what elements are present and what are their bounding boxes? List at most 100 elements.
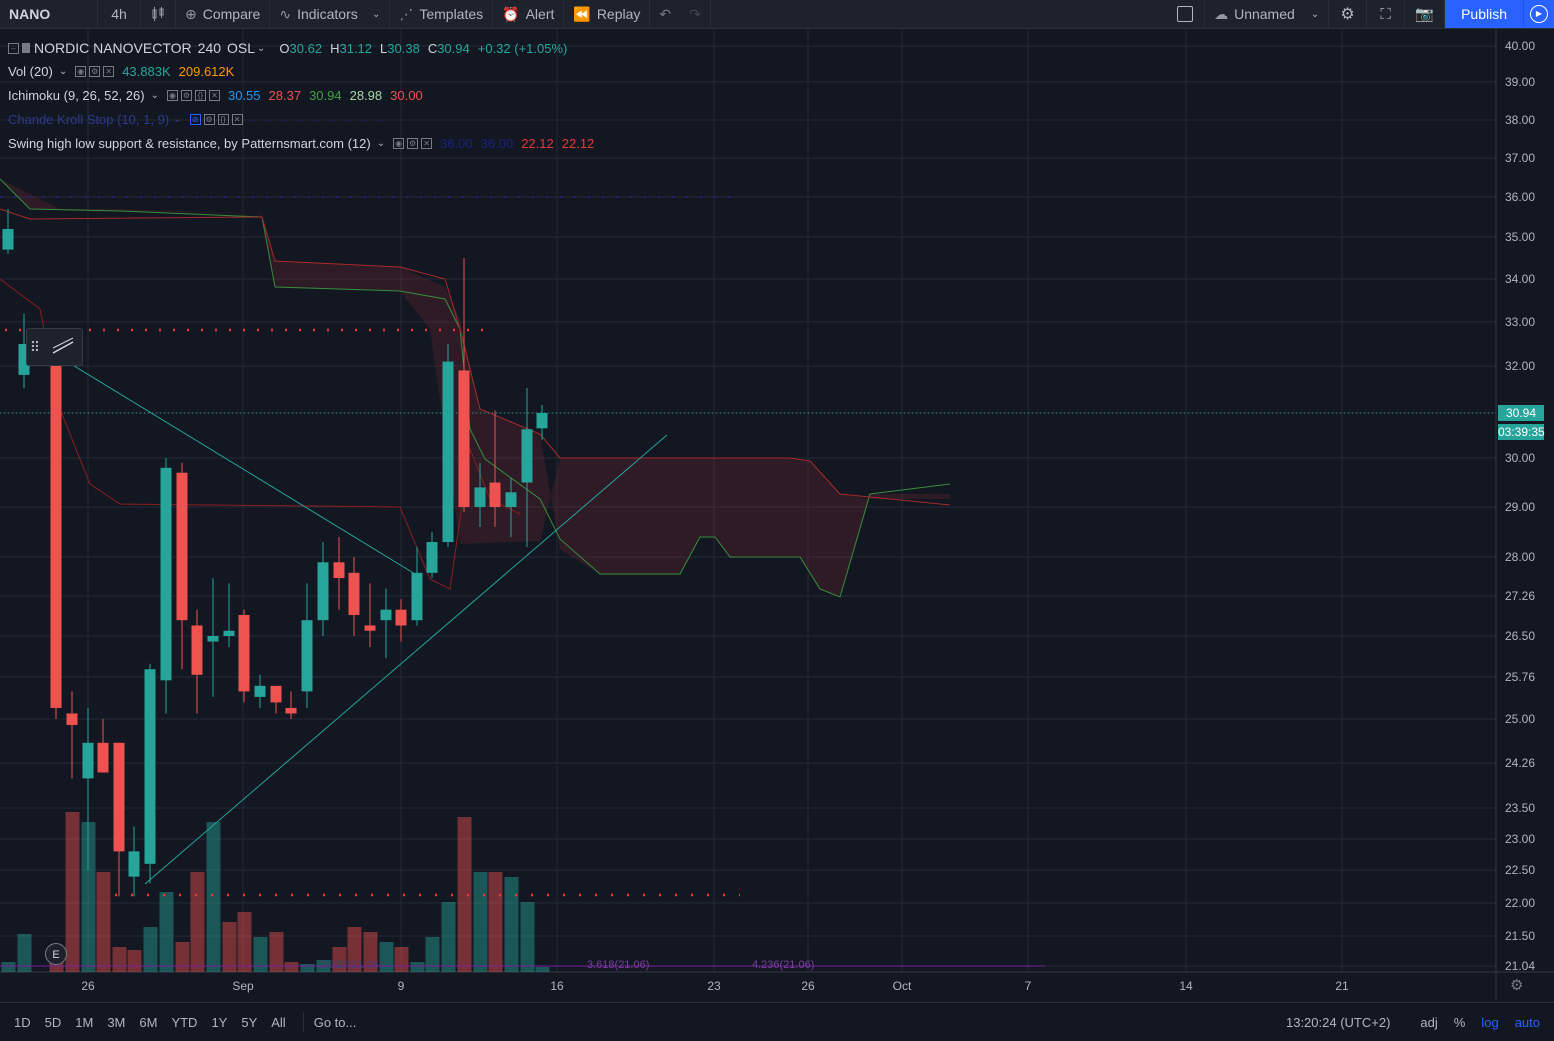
top-toolbar: NANO 4h ⊕ Compare ∿ Indicators ⌄ ⋰ Templates… [0, 0, 1554, 29]
candle-body [66, 713, 78, 725]
volume-ma-value: 209.612K [178, 64, 235, 79]
replay-button[interactable]: ⏪ Replay [564, 0, 651, 28]
play-button[interactable]: ▶ [1523, 0, 1554, 28]
chevron-down-icon[interactable]: ⌄ [376, 138, 386, 149]
floating-drawing-toolbar[interactable]: ⠿ [26, 328, 83, 366]
settings-button[interactable]: ⚙ [1329, 0, 1368, 28]
eye-off-icon[interactable]: ⊘ [189, 114, 201, 125]
candle-body [505, 492, 517, 507]
symbol-search[interactable]: NANO [0, 0, 98, 28]
range-5d[interactable]: 5D [44, 1014, 62, 1030]
range-6m[interactable]: 6M [139, 1014, 158, 1030]
source-code-icon[interactable]: {} [194, 90, 206, 101]
clock[interactable]: 13:20:24 (UTC+2) [1285, 1014, 1391, 1030]
earnings-marker[interactable]: E [45, 943, 67, 965]
volume-bar [222, 922, 237, 972]
layout-toggle-button[interactable] [1165, 0, 1206, 28]
templates-icon: ⋰ [399, 5, 414, 22]
undo-button[interactable]: ↶ [650, 0, 680, 28]
range-1y[interactable]: 1Y [211, 1014, 228, 1030]
swing-value-4: 22.12 [561, 136, 595, 151]
candle-body [97, 742, 109, 773]
alert-button[interactable]: ⏰ Alert [493, 0, 565, 28]
candle-body [458, 370, 470, 507]
price-tick-label: 32.00 [1505, 359, 1535, 373]
candle-body [348, 572, 360, 615]
trendline-up [144, 434, 668, 885]
chevron-down-icon[interactable]: ⌄ [58, 66, 68, 77]
close-icon[interactable]: ✕ [421, 138, 433, 149]
close-icon[interactable]: ✕ [231, 114, 243, 125]
compare-button[interactable]: ⊕ Compare [176, 0, 271, 28]
range-3m[interactable]: 3M [107, 1014, 126, 1030]
eye-icon[interactable]: ◉ [75, 66, 87, 77]
templates-button[interactable]: ⋰ Templates [390, 0, 494, 28]
volume-bar [143, 927, 158, 972]
range-5y[interactable]: 5Y [241, 1014, 258, 1030]
volume-bar [441, 902, 456, 972]
symbol-flag-icon [22, 43, 30, 53]
goto-button[interactable]: Go to... [313, 1014, 357, 1030]
fib-label: 3.618(21.06) [587, 959, 650, 971]
gear-icon[interactable]: ⚙ [89, 66, 101, 77]
candle-body [380, 609, 392, 621]
range-all[interactable]: All [271, 1014, 286, 1030]
range-1m[interactable]: 1M [75, 1014, 94, 1030]
open-value: 30.62 [289, 40, 323, 56]
price-chart[interactable]: 40.00 39.00 38.00 37.00 36.00 35.00 34.00 33.00… [0, 29, 1554, 1001]
layout-name-button[interactable]: ☁ Unnamed ⌄ [1205, 0, 1330, 28]
templates-label: Templates [419, 6, 484, 22]
swing-name: Swing high low support & resistance, by … [8, 136, 371, 151]
eye-icon[interactable]: ◉ [166, 90, 178, 101]
adj-toggle[interactable]: adj [1420, 1014, 1438, 1030]
chevron-down-icon[interactable]: ⌄ [257, 42, 266, 54]
gear-icon: ⚙ [1340, 6, 1355, 23]
drag-handle-icon[interactable]: ⠿ [29, 338, 41, 355]
snapshot-button[interactable]: 📷 [1405, 0, 1446, 28]
volume-bar [488, 872, 503, 972]
volume-bar [190, 872, 205, 972]
volume-bar [96, 872, 111, 972]
price-tick-label: 30.00 [1505, 451, 1535, 465]
indicators-icon: ∿ [279, 5, 292, 22]
time-tick-label: 7 [1025, 979, 1032, 993]
volume-bar [269, 932, 284, 972]
fullscreen-button[interactable]: ⛶ [1367, 0, 1406, 28]
plus-circle-icon: ⊕ [185, 5, 197, 22]
gear-icon[interactable]: ⚙ [203, 114, 215, 125]
chart-type-button[interactable] [141, 0, 176, 28]
gear-icon[interactable]: ⚙ [407, 138, 419, 149]
collapse-icon[interactable]: – [8, 42, 19, 54]
chevron-down-icon[interactable]: ⌄ [173, 114, 182, 125]
candle-body [18, 344, 30, 375]
time-tick-label: 26 [801, 979, 815, 993]
log-toggle[interactable]: log [1481, 1014, 1499, 1030]
chevron-down-icon[interactable]: ⌄ [150, 90, 159, 101]
volume-bar [347, 927, 362, 972]
eye-icon[interactable]: ◉ [393, 138, 405, 149]
indicators-button[interactable]: ∿ Indicators ⌄ [270, 0, 391, 28]
trendline-style-icon[interactable] [51, 336, 75, 359]
gear-icon[interactable]: ⚙ [180, 90, 192, 101]
close-icon[interactable]: ✕ [103, 66, 115, 77]
symbol-label: NANO [9, 6, 51, 22]
range-1d[interactable]: 1D [14, 1014, 31, 1030]
swing-value-1: 36.00 [440, 136, 473, 151]
auto-toggle[interactable]: auto [1514, 1014, 1540, 1030]
time-axis: 26 Sep 9 16 23 26 Oct 7 14 21 [81, 979, 1349, 993]
candle-body [395, 609, 407, 626]
candle-body [411, 572, 423, 621]
candle-body [426, 542, 438, 573]
publish-button[interactable]: Publish [1445, 0, 1523, 28]
source-code-icon[interactable]: {} [217, 114, 229, 125]
redo-button[interactable]: ↷ [680, 0, 711, 28]
indicators-label: Indicators [297, 6, 358, 22]
percent-toggle[interactable]: % [1453, 1014, 1466, 1030]
range-ytd[interactable]: YTD [171, 1014, 198, 1030]
interval-button[interactable]: 4h [98, 0, 141, 28]
axis-settings-button[interactable]: ⚙ [1510, 976, 1523, 994]
close-icon[interactable]: ✕ [208, 90, 220, 101]
ichimoku-lead-b: 30.00 [390, 88, 423, 103]
volume-bar [410, 962, 425, 972]
candle-body [536, 413, 548, 429]
